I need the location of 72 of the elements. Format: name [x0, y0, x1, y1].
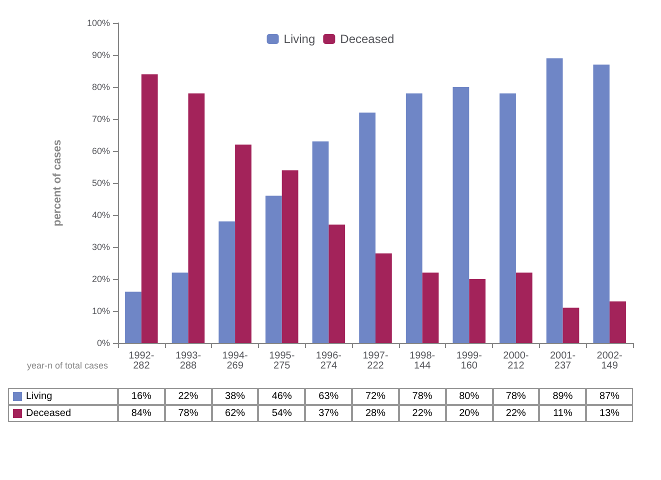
data-label: 72%	[352, 388, 399, 405]
bar	[452, 87, 470, 343]
data-label: 37%	[305, 405, 352, 422]
legend-label: Living	[284, 32, 316, 46]
x-tick-label: 1998-144	[410, 350, 436, 372]
bar	[406, 93, 422, 343]
data-label: 22%	[398, 405, 446, 422]
text: Living	[26, 391, 52, 402]
data-label: 78%	[492, 388, 540, 405]
x-tick-label: 1992-282	[128, 350, 154, 372]
bar	[500, 93, 516, 343]
y-tick-label: 80%	[92, 82, 110, 92]
y-tick-label: 30%	[92, 242, 110, 252]
bar	[376, 253, 392, 343]
x-tick-label: 2001-237	[550, 350, 576, 372]
y-tick-label: 90%	[92, 50, 110, 60]
data-label: 20%	[446, 405, 492, 422]
x-tick-label: 1995-275	[269, 350, 295, 372]
data-label: 54%	[258, 405, 306, 422]
bar	[218, 221, 236, 343]
x-tick-label: 2000-212	[503, 350, 529, 372]
bar	[562, 308, 580, 343]
y-axis-title: percent of cases	[52, 140, 64, 226]
bar	[265, 196, 282, 343]
x-tick-label: 1997-222	[362, 350, 388, 372]
data-label: 84%	[118, 405, 165, 422]
bar	[516, 272, 532, 343]
data-label: 78%	[398, 388, 446, 405]
bar	[141, 74, 158, 343]
y-tick-label: 50%	[92, 178, 110, 188]
bar	[312, 141, 329, 343]
x-tick-label: 1999-160	[456, 350, 482, 372]
data-label: 22%	[492, 405, 540, 422]
x-tick-label: 2002-149	[596, 350, 622, 372]
y-tick-label: 20%	[92, 274, 110, 284]
data-label: 80%	[446, 388, 492, 405]
y-tick-label: 60%	[92, 146, 110, 156]
bar	[610, 301, 626, 343]
bar	[125, 292, 142, 343]
bar	[422, 272, 439, 343]
y-tick-label: 40%	[92, 210, 110, 220]
data-label: 28%	[352, 405, 399, 422]
data-label: 78%	[164, 405, 212, 422]
bar	[172, 272, 188, 343]
y-tick-label: 10%	[92, 306, 110, 316]
bar	[593, 64, 610, 343]
data-label: 38%	[212, 388, 258, 405]
bar	[546, 58, 563, 343]
data-label: 11%	[539, 405, 586, 422]
bar	[469, 279, 486, 343]
y-tick-label: 70%	[92, 114, 110, 124]
data-label: 16%	[118, 388, 165, 405]
x-tick-label: 1994-269	[222, 350, 248, 372]
y-tick-label: 0%	[96, 338, 110, 348]
bar	[188, 93, 205, 343]
bar	[282, 170, 298, 343]
bar	[359, 112, 376, 343]
bar	[235, 144, 252, 343]
data-label: 63%	[305, 388, 352, 405]
text: Deceased	[26, 408, 72, 419]
data-label: 22%	[164, 388, 212, 405]
y-tick-label: 100%	[86, 18, 110, 28]
data-label: 89%	[539, 388, 586, 405]
data-label: 87%	[586, 388, 633, 405]
legend-label: Deceased	[340, 32, 394, 46]
bar	[328, 224, 346, 343]
data-label: 62%	[212, 405, 258, 422]
x-tick-label: 1993-288	[175, 350, 202, 372]
data-label: 13%	[586, 405, 633, 422]
x-axis-title: year-n of total cases	[26, 360, 108, 370]
x-tick-label: 1996-274	[316, 350, 342, 372]
data-label: 46%	[258, 388, 306, 405]
